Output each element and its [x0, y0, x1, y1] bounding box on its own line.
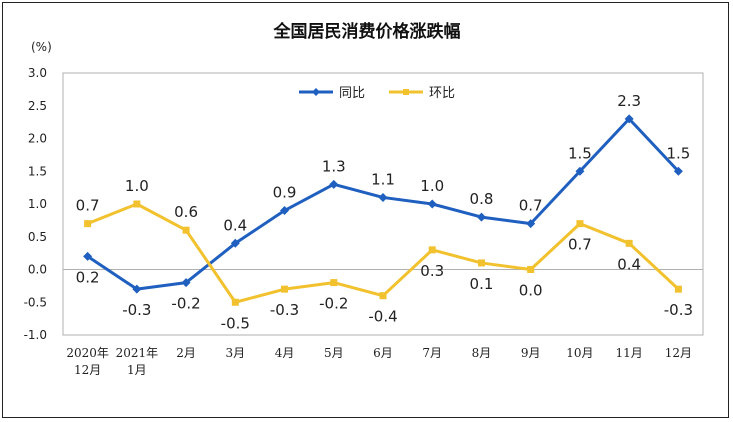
data-point — [133, 200, 141, 208]
x-tick-label: 7月 — [422, 346, 442, 360]
data-point — [281, 285, 289, 293]
plot-area: 3.0 2.5 2.0 1.5 1.0 0.5 0.0 -0.5 -1.0 2020年 12月 202… — [24, 66, 704, 377]
y-tick-label: 0.5 — [28, 230, 47, 244]
data-point — [379, 292, 387, 300]
legend: 同比 环比 — [299, 86, 455, 101]
data-label: 1.5 — [666, 144, 690, 162]
legend-label: 同比 — [339, 86, 365, 101]
data-point — [181, 278, 191, 288]
data-label: -0.3 — [664, 301, 693, 319]
data-point — [477, 259, 485, 267]
data-label: -0.5 — [221, 314, 250, 332]
data-point — [674, 285, 682, 293]
y-tick-label: -1.0 — [24, 328, 47, 342]
y-tick-label: 1.0 — [28, 197, 47, 211]
data-label: 0.0 — [519, 282, 543, 300]
data-label: 0.6 — [174, 203, 198, 221]
legend-marker — [312, 88, 320, 96]
data-label: 1.5 — [568, 144, 592, 162]
y-tick-label: -0.5 — [24, 295, 47, 309]
data-label: -0.2 — [171, 295, 200, 313]
data-point — [378, 192, 388, 202]
y-axis-unit: (%) — [31, 40, 52, 54]
data-point — [280, 206, 290, 216]
data-point — [329, 179, 339, 189]
data-label: -0.4 — [368, 308, 397, 326]
data-label: 0.3 — [420, 262, 444, 280]
data-label: 0.4 — [617, 255, 641, 273]
plot-border — [62, 72, 704, 336]
data-point — [330, 279, 338, 287]
data-label: 0.7 — [519, 197, 543, 215]
x-tick-label: 11月 — [616, 346, 643, 360]
data-point — [83, 251, 93, 261]
data-point — [673, 166, 683, 176]
data-label: 0.7 — [76, 197, 100, 215]
data-point — [527, 266, 535, 273]
data-point — [624, 114, 634, 124]
data-label: 0.1 — [470, 275, 494, 293]
data-point — [526, 219, 536, 229]
y-tick-label: 0.0 — [28, 263, 47, 277]
chart-svg: 全国居民消费价格涨跌幅 (%) 3.0 2.5 2.0 1.5 1.0 0.5 0.0 -0.… — [24, 21, 704, 377]
x-tick-label: 12月 — [665, 346, 692, 360]
y-tick-label: 1.5 — [28, 164, 47, 178]
data-point — [132, 284, 142, 294]
x-tick-label: 6月 — [373, 346, 393, 360]
data-point — [182, 226, 190, 234]
x-tick-label: 12月 — [74, 363, 101, 377]
data-label: 1.0 — [420, 177, 444, 195]
data-label: 0.9 — [273, 184, 297, 202]
data-label: -0.3 — [122, 301, 151, 319]
data-label: 1.0 — [125, 177, 149, 195]
data-point — [230, 238, 240, 248]
data-point — [625, 239, 633, 247]
legend-marker — [403, 89, 409, 95]
y-tick-label: 2.5 — [28, 99, 47, 113]
data-point — [84, 220, 92, 228]
x-tick-label: 10月 — [566, 346, 593, 360]
data-label: -0.3 — [270, 301, 299, 319]
y-tick-label: 3.0 — [28, 66, 47, 80]
data-label: 2.3 — [617, 92, 641, 110]
data-label: 0.4 — [223, 216, 247, 234]
chart-title: 全国居民消费价格涨跌幅 — [273, 21, 461, 42]
x-tick-label: 4月 — [275, 346, 295, 360]
x-tick-label: 2月 — [176, 346, 196, 360]
chart-frame: 全国居民消费价格涨跌幅 (%) 3.0 2.5 2.0 1.5 1.0 0.5 0.0 -0.… — [2, 2, 729, 418]
data-point — [231, 298, 239, 306]
x-tick-label: 2021年 — [116, 346, 159, 360]
data-point — [576, 220, 584, 228]
legend-label: 环比 — [429, 86, 455, 101]
y-tick-label: 2.0 — [28, 132, 47, 146]
data-point — [476, 212, 486, 222]
data-label: -0.2 — [319, 295, 348, 313]
data-label: 0.7 — [568, 236, 592, 254]
data-label: 1.1 — [371, 170, 395, 188]
data-point — [427, 199, 437, 209]
x-tick-label: 5月 — [324, 346, 344, 360]
data-point — [428, 246, 436, 254]
x-tick-label: 3月 — [225, 346, 245, 360]
x-tick-label: 9月 — [521, 346, 541, 360]
x-tick-label: 1月 — [127, 363, 147, 377]
data-label: 1.3 — [322, 157, 346, 175]
data-label: 0.2 — [76, 268, 100, 286]
data-label: 0.8 — [470, 190, 494, 208]
x-tick-label: 8月 — [472, 346, 492, 360]
data-point — [575, 166, 585, 176]
x-tick-label: 2020年 — [66, 346, 109, 360]
